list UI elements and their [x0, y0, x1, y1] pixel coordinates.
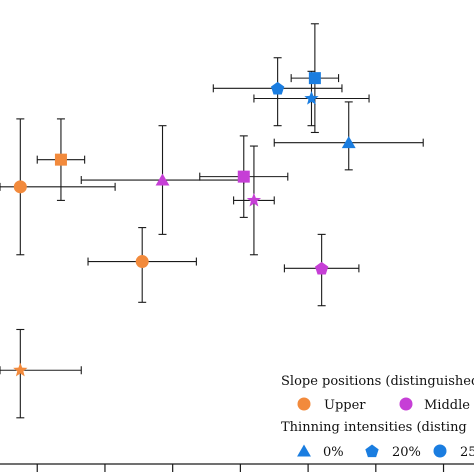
- legend-upper-label: Upper: [324, 398, 366, 413]
- error-bar-12: [273, 101, 424, 171]
- legend-20pct-label: 20%: [392, 445, 421, 460]
- data-point-square-2: [54, 153, 67, 166]
- data-point-pentagon-9: [270, 81, 285, 95]
- data-point-circle-3: [135, 255, 149, 269]
- data-point-star-11: [304, 91, 319, 105]
- legend-25pct-label: 25: [460, 445, 474, 460]
- data-point-triangle-5: [155, 173, 170, 186]
- x-axis: [0, 463, 474, 472]
- legend: Slope positions (distinguished Upper Mid…: [281, 374, 474, 460]
- error-bar-4: [0, 328, 82, 419]
- data-point-star-7: [246, 192, 262, 207]
- legend-slope-title: Slope positions (distinguished: [281, 374, 474, 389]
- legend-middle-marker: [399, 397, 413, 411]
- legend-thinning-title: Thinning intensities (disting: [281, 420, 467, 435]
- legend-circle-marker: [433, 444, 447, 458]
- data-point-circle-1: [13, 180, 27, 194]
- data-markers: [13, 72, 356, 377]
- legend-upper-marker: [297, 397, 311, 411]
- data-point-square-6: [237, 170, 250, 183]
- legend-0pct-label: 0%: [323, 445, 344, 460]
- legend-circle-shape: [433, 444, 447, 458]
- legend-middle-label: Middle: [424, 398, 470, 413]
- data-point-square-10: [308, 72, 321, 85]
- error-bars: [0, 23, 424, 419]
- legend-triangle-marker: [297, 444, 311, 457]
- legend-pentagon-marker: [365, 444, 379, 458]
- legend-pentagon-shape: [365, 444, 379, 458]
- data-point-star-4: [13, 362, 28, 377]
- data-point-pentagon-8: [314, 261, 329, 275]
- legend-triangle-shape: [297, 444, 311, 457]
- data-point-triangle-12: [341, 136, 356, 149]
